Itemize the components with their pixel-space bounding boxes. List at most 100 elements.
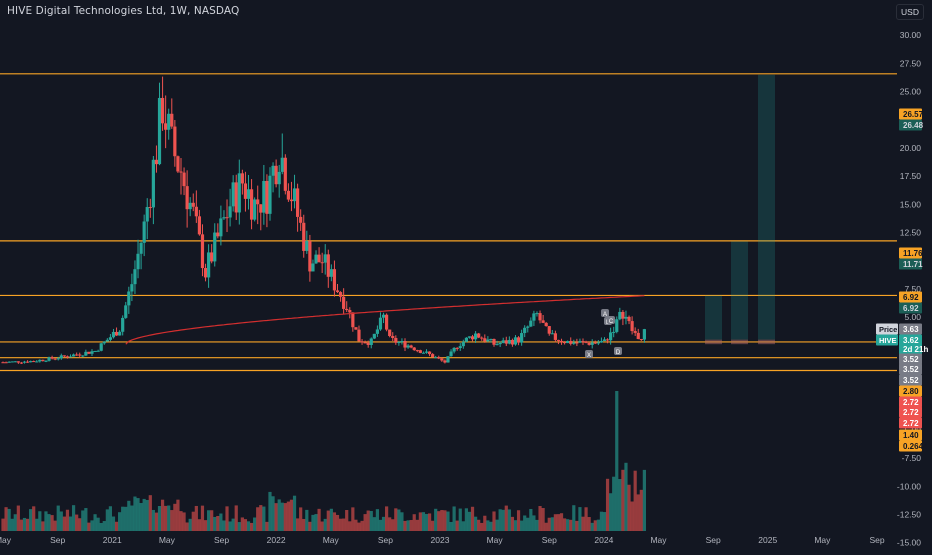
candle-body [602, 339, 607, 342]
volume-bar [593, 520, 597, 531]
price-label-box [899, 323, 922, 335]
candle-body [507, 339, 511, 344]
y-tick-label: 20.00 [900, 143, 922, 153]
candle-body [605, 339, 610, 341]
target-box [758, 74, 775, 345]
candle-body [157, 97, 162, 165]
volume-bar [231, 518, 235, 531]
candle-body [167, 113, 171, 130]
candle-body [360, 341, 364, 343]
stop-box [758, 339, 775, 345]
volume-bar [38, 511, 42, 531]
volume-bar [118, 512, 122, 531]
candle-body [302, 222, 306, 251]
candle-body [504, 340, 508, 344]
candle-body [4, 362, 8, 364]
volume-bar [105, 509, 109, 531]
candle-body [366, 342, 370, 345]
price-label-box [899, 343, 922, 355]
candle-body [231, 182, 235, 207]
volume-bar [121, 506, 125, 531]
candle-body [385, 314, 389, 330]
candle-body [357, 329, 361, 342]
candle-body [464, 337, 468, 342]
candle-body [400, 340, 404, 343]
volume-bar [621, 469, 625, 531]
candle-body [32, 361, 36, 363]
x-tick-label: Sep [869, 535, 884, 545]
volume-bar [501, 509, 505, 531]
price-label-box [899, 258, 922, 270]
volume-bar [385, 506, 389, 531]
price-label: 2.72 [903, 398, 919, 407]
volume-bar [458, 508, 462, 531]
volume-bar [526, 517, 530, 531]
volume-bar [547, 517, 551, 531]
volume-bar [403, 520, 407, 531]
volume-bar [351, 507, 355, 531]
volume-bar [210, 510, 214, 531]
volume-bar [71, 505, 76, 531]
candle-body [41, 359, 45, 361]
volume-bar [486, 520, 490, 531]
candle-body [249, 189, 254, 220]
candle-body [541, 320, 545, 323]
volume-bar [179, 511, 183, 531]
price-label-box [899, 119, 922, 131]
candle-body [182, 172, 186, 187]
volume-bar [535, 519, 539, 531]
candle-body [572, 342, 576, 344]
volume-bar [507, 509, 511, 531]
candle-body [523, 327, 527, 334]
candle-body [351, 312, 355, 328]
volume-bar [302, 518, 306, 531]
volume-bar [176, 499, 180, 531]
candle-body [274, 165, 278, 185]
volume-bar [320, 521, 324, 531]
candle-body [427, 351, 432, 355]
volume-bar [191, 511, 195, 531]
volume-bar [173, 503, 177, 531]
volume-bar [461, 521, 465, 531]
price-label-box [899, 374, 922, 386]
volume-bar [357, 522, 361, 531]
candle-body [194, 206, 198, 217]
volume-bar [326, 510, 330, 531]
volume-bar [194, 505, 198, 531]
volume-bar [213, 516, 217, 531]
candle-body [170, 113, 174, 127]
stop-box [731, 339, 748, 345]
currency-button[interactable]: USD [896, 4, 924, 20]
candle-body [559, 340, 564, 343]
volume-bar [228, 521, 232, 531]
candle-body [139, 242, 143, 254]
candle-body [38, 359, 42, 362]
candle-body [299, 216, 303, 223]
volume-bar [237, 522, 241, 531]
volume-bar [605, 478, 610, 531]
volume-bar [532, 515, 536, 531]
volume-bar [219, 513, 223, 531]
candle-body [277, 171, 281, 185]
volume-bar [271, 496, 275, 531]
candle-body [84, 351, 88, 356]
candle-body [243, 183, 248, 199]
volume-bar [431, 520, 435, 531]
candle-body [35, 361, 39, 363]
price-label-box [899, 429, 922, 441]
candle-body [431, 354, 435, 358]
candle-body [176, 156, 180, 172]
volume-bar [243, 519, 248, 531]
volume-bar [406, 520, 410, 531]
candle-body [345, 308, 349, 311]
candle-body [434, 357, 438, 359]
candle-body [566, 341, 570, 344]
candle-body [160, 97, 165, 124]
candle-body [498, 342, 502, 345]
candle-body [455, 347, 459, 349]
candle-body [338, 292, 343, 297]
volume-bar [314, 514, 318, 531]
candle-body [587, 342, 591, 345]
